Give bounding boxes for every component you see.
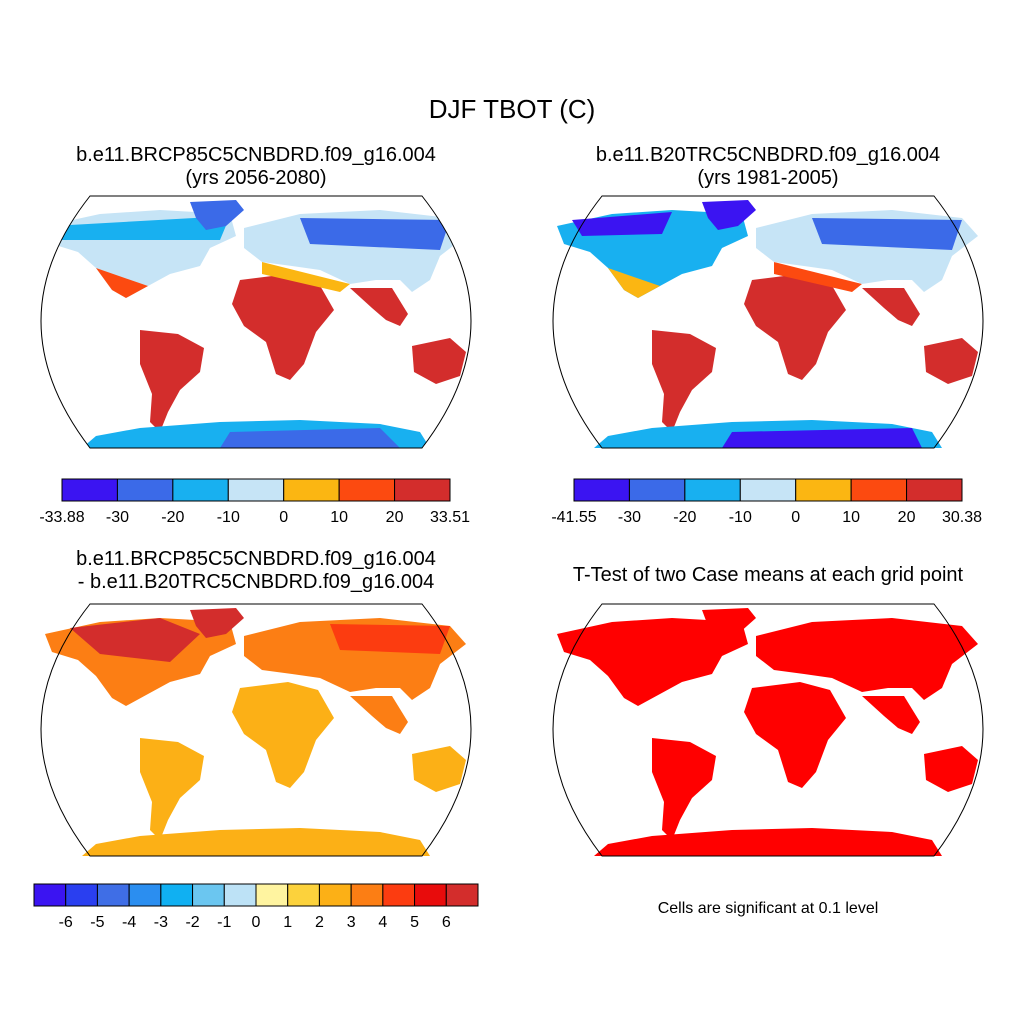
colorbar-3-swatch [350, 883, 384, 907]
colorbar-1-tick-label: 33.51 [430, 509, 470, 526]
colorbar-3-swatch [223, 883, 257, 907]
colorbar-3-swatch [445, 883, 479, 907]
panel-1-title-line-2: (yrs 2056-2080) [185, 167, 327, 189]
colorbar-1-tick-label: -30 [106, 509, 129, 526]
colorbar-2-swatch [795, 478, 852, 502]
map-2-antarctica [594, 420, 942, 448]
map-2-northern-land [557, 200, 978, 298]
panel-3-title-line-1: b.e11.BRCP85C5CNBDRD.f09_g16.004 [76, 548, 436, 570]
colorbar-2-swatch [684, 478, 741, 502]
colorbar-3-tick-label: 6 [442, 914, 451, 931]
colorbar-1-swatch [283, 478, 340, 502]
colorbar-3-swatch [382, 883, 416, 907]
colorbar-3-swatch [192, 883, 225, 907]
colorbar-3-swatch [318, 883, 352, 907]
colorbar-3-tick-label: -3 [154, 914, 168, 931]
colorbar-1: -33.88 -30 -20 -10 0 10 20 33.51 [39, 478, 470, 526]
colorbar-3-tick-label: 0 [252, 914, 261, 931]
colorbar-1-tick-label: -33.88 [39, 509, 84, 526]
colorbar-3-swatch [287, 883, 320, 907]
map-panel-4 [552, 603, 984, 857]
colorbar-2-swatch [573, 478, 630, 502]
colorbar-3-tick-label: -5 [90, 914, 104, 931]
colorbar-3-tick-label: 1 [283, 914, 292, 931]
panel-4-title: T-Test of two Case means at each grid po… [520, 564, 1016, 587]
panel-3-title-line-2: - b.e11.B20TRC5CNBDRD.f09_g16.004 [77, 571, 435, 593]
colorbar-2: -41.55 -30 -20 -10 0 10 20 30.38 [551, 478, 982, 526]
map-3-land [45, 608, 466, 856]
map-2-frame [552, 195, 984, 449]
colorbar-2-tick-label: -41.55 [551, 509, 596, 526]
colorbar-2-tick-label: -10 [729, 509, 752, 526]
map-panel-1 [40, 195, 472, 449]
colorbar-3-tick-label: -2 [185, 914, 199, 931]
figure-title: DJF TBOT (C) [428, 94, 596, 124]
colorbar-3-swatch [96, 883, 130, 907]
colorbar-1-swatch [394, 478, 451, 502]
colorbar-3-tick-label: 3 [347, 914, 356, 931]
panel-2-title-line-2: (yrs 1981-2005) [697, 167, 839, 189]
colorbar-2-tick-label: 10 [842, 509, 860, 526]
colorbar-1-swatch [172, 478, 229, 502]
panel-1-title-line-1: b.e11.BRCP85C5CNBDRD.f09_g16.004 [76, 144, 436, 166]
map-1-warm-land [140, 274, 466, 432]
panel-3-title: b.e11.BRCP85C5CNBDRD.f09_g16.004 - b.e11… [8, 548, 504, 594]
colorbar-1-tick-label: -10 [217, 509, 240, 526]
colorbar-1-tick-label: -20 [161, 509, 184, 526]
colorbar-3-tick-label: -1 [217, 914, 231, 931]
colorbar-3-tick-label: -6 [59, 914, 73, 931]
colorbar-3-tick-label: -4 [122, 914, 136, 931]
colorbar-2-tick-label: 20 [898, 509, 916, 526]
map-panel-2 [552, 195, 984, 449]
panel-2-title: b.e11.B20TRC5CNBDRD.f09_g16.004 (yrs 198… [520, 144, 1016, 190]
colorbar-3-tick-label: 2 [315, 914, 324, 931]
colorbar-1-tick-label: 10 [330, 509, 348, 526]
colorbar-3-swatch [65, 883, 98, 907]
map-2-warm-land [652, 262, 978, 432]
colorbar-3: -6 -5 -4 -3 -2 -1 0 1 2 3 4 5 6 [33, 883, 479, 931]
colorbar-2-tick-label: 30.38 [942, 509, 982, 526]
colorbar-1-tick-label: 20 [386, 509, 404, 526]
colorbar-2-swatch [850, 478, 908, 502]
colorbar-3-swatch [160, 883, 194, 907]
colorbar-3-swatch [33, 883, 67, 907]
colorbar-3-tick-label: 4 [378, 914, 387, 931]
colorbar-1-swatch [116, 478, 174, 502]
colorbar-2-swatch [906, 478, 963, 502]
colorbar-2-tick-label: -20 [673, 509, 696, 526]
colorbar-3-swatch [414, 883, 447, 907]
colorbar-2-swatch [628, 478, 686, 502]
map-1-antarctica [82, 420, 430, 448]
significance-note: Cells are significant at 0.1 level [657, 900, 879, 917]
colorbar-2-tick-label: 0 [791, 509, 800, 526]
map-panel-3 [40, 603, 472, 857]
colorbar-1-swatch [61, 478, 118, 502]
colorbar-1-swatch [227, 478, 285, 502]
panel-2-title-line-1: b.e11.B20TRC5CNBDRD.f09_g16.004 [595, 144, 941, 166]
map-3-frame [40, 603, 472, 857]
colorbar-3-swatch [128, 883, 162, 907]
map-1-northern-land [45, 200, 466, 298]
colorbar-2-swatch [739, 478, 797, 502]
panel-4-title-line-1: T-Test of two Case means at each grid po… [572, 564, 964, 586]
map-4-frame [552, 603, 984, 857]
colorbar-1-swatch [338, 478, 396, 502]
map-4-significant-land [557, 608, 978, 856]
map-1-frame [40, 195, 472, 449]
panel-1-title: b.e11.BRCP85C5CNBDRD.f09_g16.004 (yrs 20… [8, 144, 504, 190]
colorbar-3-tick-label: 5 [410, 914, 419, 931]
colorbar-1-tick-label: 0 [279, 509, 288, 526]
colorbar-2-tick-label: -30 [618, 509, 641, 526]
colorbar-3-swatch [255, 883, 289, 907]
